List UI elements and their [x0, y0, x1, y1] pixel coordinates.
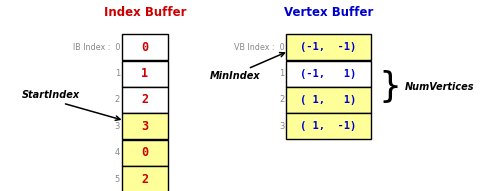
- Bar: [122, 140, 168, 166]
- Text: VB Index :  0: VB Index : 0: [234, 43, 284, 52]
- Text: 3: 3: [279, 122, 284, 131]
- Text: 2: 2: [279, 96, 284, 104]
- Bar: [122, 113, 168, 139]
- Bar: [122, 166, 168, 191]
- Text: IB Index :  0: IB Index : 0: [72, 43, 120, 52]
- Bar: [286, 34, 371, 60]
- Text: NumVertices: NumVertices: [405, 82, 474, 92]
- Bar: [286, 113, 371, 139]
- Text: (-1,  -1): (-1, -1): [300, 42, 356, 52]
- Text: (-1,   1): (-1, 1): [300, 69, 356, 79]
- Bar: [286, 61, 371, 87]
- Text: 2: 2: [142, 93, 148, 107]
- Bar: [122, 34, 168, 60]
- Text: Index Buffer: Index Buffer: [104, 6, 186, 19]
- Text: 4: 4: [115, 148, 120, 157]
- Bar: [122, 61, 168, 87]
- Text: Vertex Buffer: Vertex Buffer: [284, 6, 373, 19]
- Bar: [286, 87, 371, 113]
- Text: 2: 2: [115, 96, 120, 104]
- Text: 1: 1: [115, 69, 120, 78]
- Text: 1: 1: [142, 67, 148, 80]
- Text: 3: 3: [114, 122, 120, 131]
- Text: 5: 5: [115, 175, 120, 184]
- Text: }: }: [378, 70, 401, 104]
- Text: 0: 0: [142, 146, 148, 159]
- Text: MinIndex: MinIndex: [210, 71, 261, 81]
- Text: ( 1,   1): ( 1, 1): [300, 95, 356, 105]
- Bar: [122, 87, 168, 113]
- Text: 0: 0: [142, 41, 148, 54]
- Text: StartIndex: StartIndex: [22, 91, 80, 100]
- Text: ( 1,  -1): ( 1, -1): [300, 121, 356, 131]
- Text: 2: 2: [142, 172, 148, 186]
- Text: 1: 1: [279, 69, 284, 78]
- Text: 3: 3: [142, 120, 148, 133]
